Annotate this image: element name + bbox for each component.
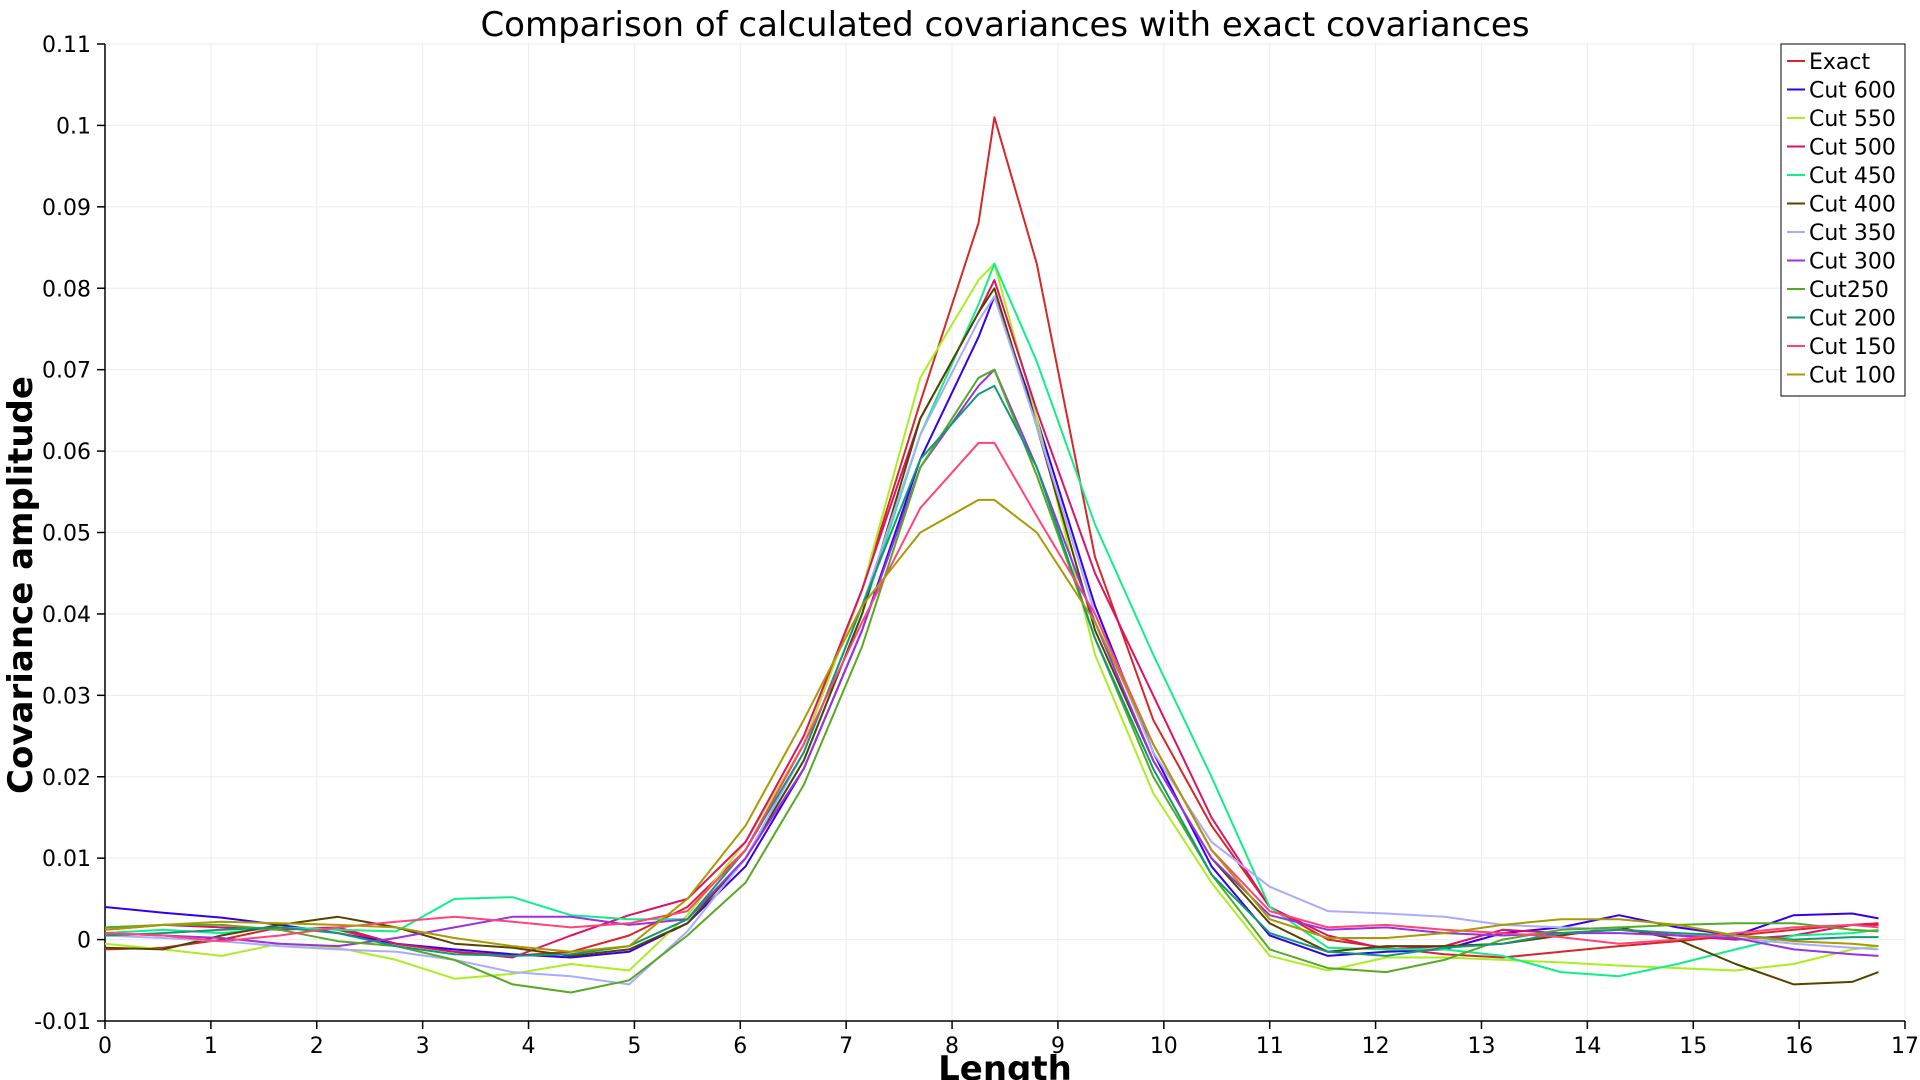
x-tick-label: 5	[627, 1034, 641, 1059]
legend-label: Cut 450	[1809, 164, 1896, 189]
series-line-cut-100	[104, 498, 1879, 953]
y-tick-label: 0.09	[42, 196, 91, 221]
y-tick-label: 0.11	[42, 33, 91, 58]
y-tick-label: 0.04	[42, 603, 91, 628]
legend-label: Cut 400	[1809, 193, 1896, 218]
x-tick-label: 15	[1679, 1034, 1707, 1059]
series-line-cut-200	[104, 384, 1879, 957]
x-tick-label: 7	[839, 1034, 853, 1059]
series-line-cut-400	[104, 287, 1879, 986]
x-tick-label: 14	[1573, 1034, 1601, 1059]
legend-label: Cut 300	[1809, 250, 1896, 275]
legend-label: Cut 150	[1809, 335, 1896, 360]
x-tick-label: 9	[1051, 1034, 1065, 1059]
series-line-cut250	[104, 368, 1879, 994]
legend-label: Cut 200	[1809, 307, 1896, 332]
legend-label: Exact	[1809, 50, 1870, 75]
y-tick-label: 0.06	[42, 440, 91, 465]
x-tick-label: 11	[1256, 1034, 1284, 1059]
series-line-exact	[104, 116, 1879, 959]
y-tick-label: 0.1	[56, 114, 91, 139]
legend-label: Cut 500	[1809, 136, 1896, 161]
x-tick-label: 2	[310, 1034, 324, 1059]
legend-label: Cut 550	[1809, 107, 1896, 132]
series-lines	[104, 116, 1879, 994]
y-axis-title: Covariance amplitude	[1, 376, 41, 794]
y-tick-label: 0.08	[42, 277, 91, 302]
x-tick-label: 1	[204, 1034, 218, 1059]
legend-label: Cut 100	[1809, 364, 1896, 389]
axes: 0 1 2 3 4 5 6 7 8 9 10 11 12 13 14 15 16 17-0.0100.010.02…	[34, 33, 1919, 1059]
x-tick-label: 17	[1891, 1034, 1919, 1059]
y-tick-label: 0.03	[42, 684, 91, 709]
series-line-cut-500	[104, 279, 1879, 959]
y-tick-label: -0.01	[34, 1010, 91, 1035]
series-line-cut-300	[104, 368, 1879, 957]
x-tick-label: 0	[98, 1034, 112, 1059]
x-tick-label: 6	[733, 1034, 747, 1059]
x-tick-label: 12	[1362, 1034, 1390, 1059]
legend-box	[1780, 43, 1906, 397]
chart-title: Comparison of calculated covariances wit…	[480, 5, 1529, 45]
x-tick-label: 8	[945, 1034, 959, 1059]
x-axis-title: Length	[938, 1049, 1072, 1080]
legend-label: Cut250	[1809, 278, 1889, 303]
legend-label: Cut 600	[1809, 79, 1896, 104]
y-tick-label: 0	[77, 929, 91, 954]
x-tick-label: 16	[1785, 1034, 1813, 1059]
legend: Exact Cut 600 Cut 550 Cut 500 Cut 450 Cut 400…	[1780, 43, 1906, 397]
grid	[104, 43, 1906, 1022]
legend-label: Cut 350	[1809, 221, 1896, 246]
x-tick-label: 3	[416, 1034, 430, 1059]
x-tick-label: 13	[1467, 1034, 1495, 1059]
y-tick-label: 0.02	[42, 766, 91, 791]
y-tick-label: 0.07	[42, 359, 91, 384]
y-tick-label: 0.05	[42, 522, 91, 547]
x-tick-label: 10	[1150, 1034, 1178, 1059]
series-line-cut-150	[104, 441, 1879, 945]
series-line-cut-350	[104, 295, 1879, 986]
x-tick-label: 4	[522, 1034, 536, 1059]
y-tick-label: 0.01	[42, 847, 91, 872]
